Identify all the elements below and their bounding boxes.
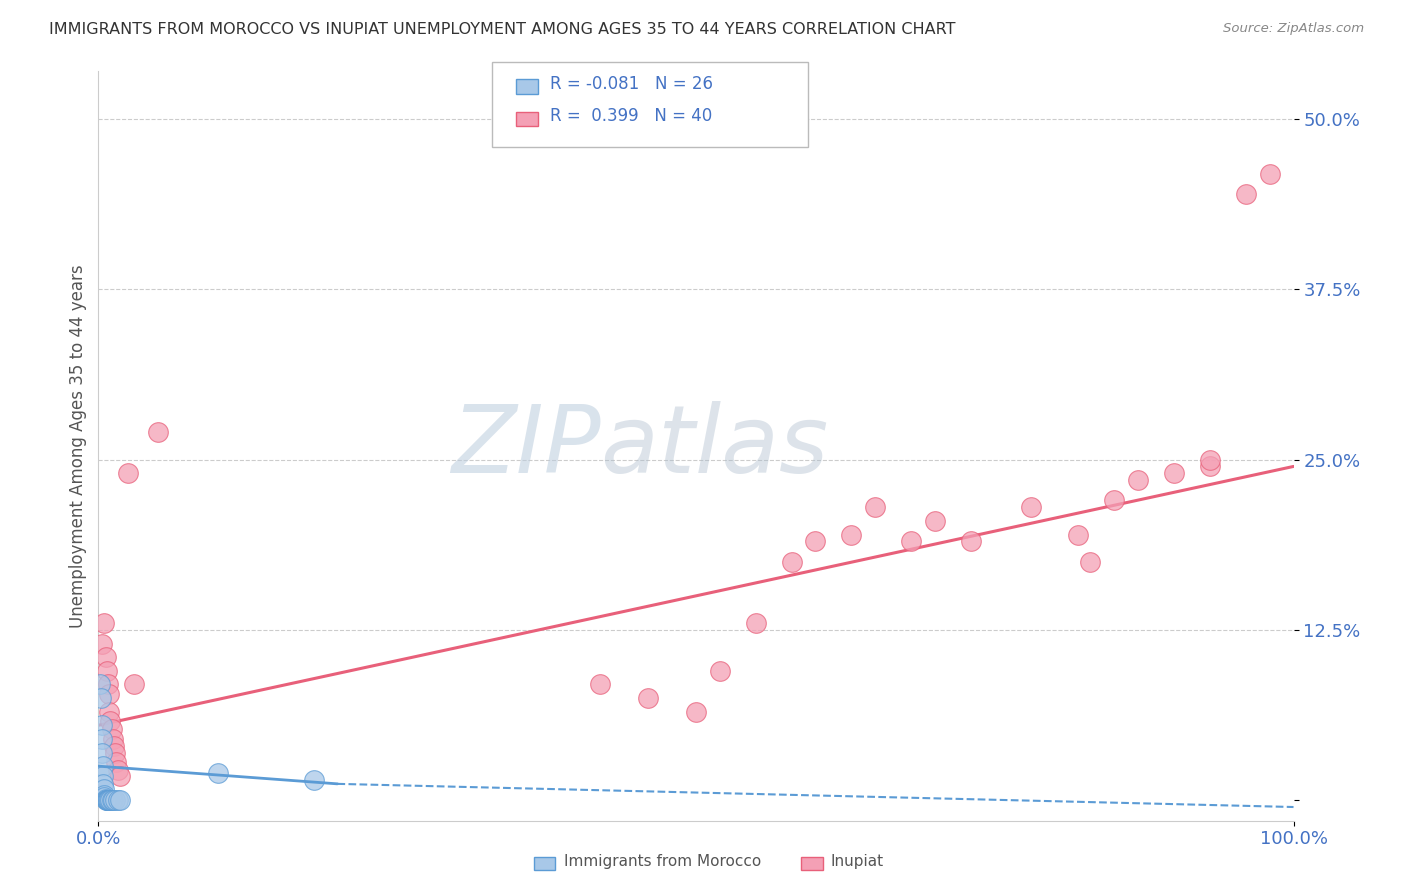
Point: [900, 534, 922, 549]
Point: [91, 769, 114, 783]
Point: [865, 500, 887, 515]
Point: [94, 793, 117, 807]
Text: R =  0.399   N = 40: R = 0.399 N = 40: [550, 107, 711, 125]
Point: [1199, 459, 1222, 474]
Point: [1128, 473, 1150, 487]
Text: ZIP: ZIP: [451, 401, 600, 491]
Y-axis label: Unemployment Among Ages 35 to 44 years: Unemployment Among Ages 35 to 44 years: [69, 264, 87, 628]
Point: [960, 534, 983, 549]
Point: [97, 677, 120, 691]
Point: [207, 766, 229, 780]
Point: [100, 723, 122, 737]
Point: [709, 664, 731, 678]
Point: [98, 793, 121, 807]
Point: [101, 731, 124, 746]
Point: [93, 790, 115, 805]
Point: [97, 793, 120, 807]
Point: [104, 746, 127, 760]
Point: [1199, 452, 1222, 467]
Point: [108, 793, 131, 807]
Point: [637, 691, 659, 706]
Point: [96, 793, 118, 807]
Point: [101, 793, 124, 807]
Point: [148, 425, 170, 440]
Point: [841, 527, 863, 541]
Point: [745, 616, 768, 631]
Point: [98, 705, 121, 719]
Point: [91, 636, 114, 650]
Point: [302, 772, 325, 787]
Point: [91, 746, 114, 760]
Point: [94, 650, 117, 665]
Point: [1163, 467, 1185, 481]
Text: atlas: atlas: [600, 401, 828, 491]
Point: [91, 731, 114, 746]
Point: [780, 555, 803, 569]
Point: [107, 793, 129, 807]
Point: [97, 793, 120, 807]
Text: R = -0.081   N = 26: R = -0.081 N = 26: [550, 75, 713, 93]
Point: [108, 769, 131, 783]
Point: [1067, 527, 1090, 541]
Point: [91, 718, 114, 732]
Point: [100, 793, 122, 807]
Point: [104, 793, 127, 807]
Point: [685, 705, 707, 719]
Point: [94, 792, 117, 806]
Point: [98, 793, 122, 807]
Text: Source: ZipAtlas.com: Source: ZipAtlas.com: [1223, 22, 1364, 36]
Point: [107, 763, 129, 777]
Point: [96, 793, 118, 807]
Point: [1080, 555, 1102, 569]
Point: [1019, 500, 1042, 515]
Point: [1104, 493, 1126, 508]
Point: [117, 467, 139, 481]
Point: [93, 782, 115, 797]
Point: [105, 755, 128, 769]
Point: [90, 691, 112, 706]
Point: [91, 759, 114, 773]
Point: [1258, 167, 1281, 181]
Point: [589, 677, 612, 691]
Point: [924, 514, 946, 528]
Point: [124, 677, 146, 691]
Text: IMMIGRANTS FROM MOROCCO VS INUPIAT UNEMPLOYMENT AMONG AGES 35 TO 44 YEARS CORREL: IMMIGRANTS FROM MOROCCO VS INUPIAT UNEMP…: [49, 22, 956, 37]
Point: [98, 714, 122, 729]
Point: [91, 777, 114, 791]
Point: [98, 687, 121, 701]
Point: [93, 616, 115, 631]
Point: [103, 739, 125, 753]
Point: [89, 677, 111, 691]
Point: [1234, 186, 1257, 201]
Text: Immigrants from Morocco: Immigrants from Morocco: [564, 855, 761, 869]
Point: [93, 788, 115, 802]
Text: Inupiat: Inupiat: [831, 855, 884, 869]
Point: [804, 534, 827, 549]
Point: [96, 664, 118, 678]
